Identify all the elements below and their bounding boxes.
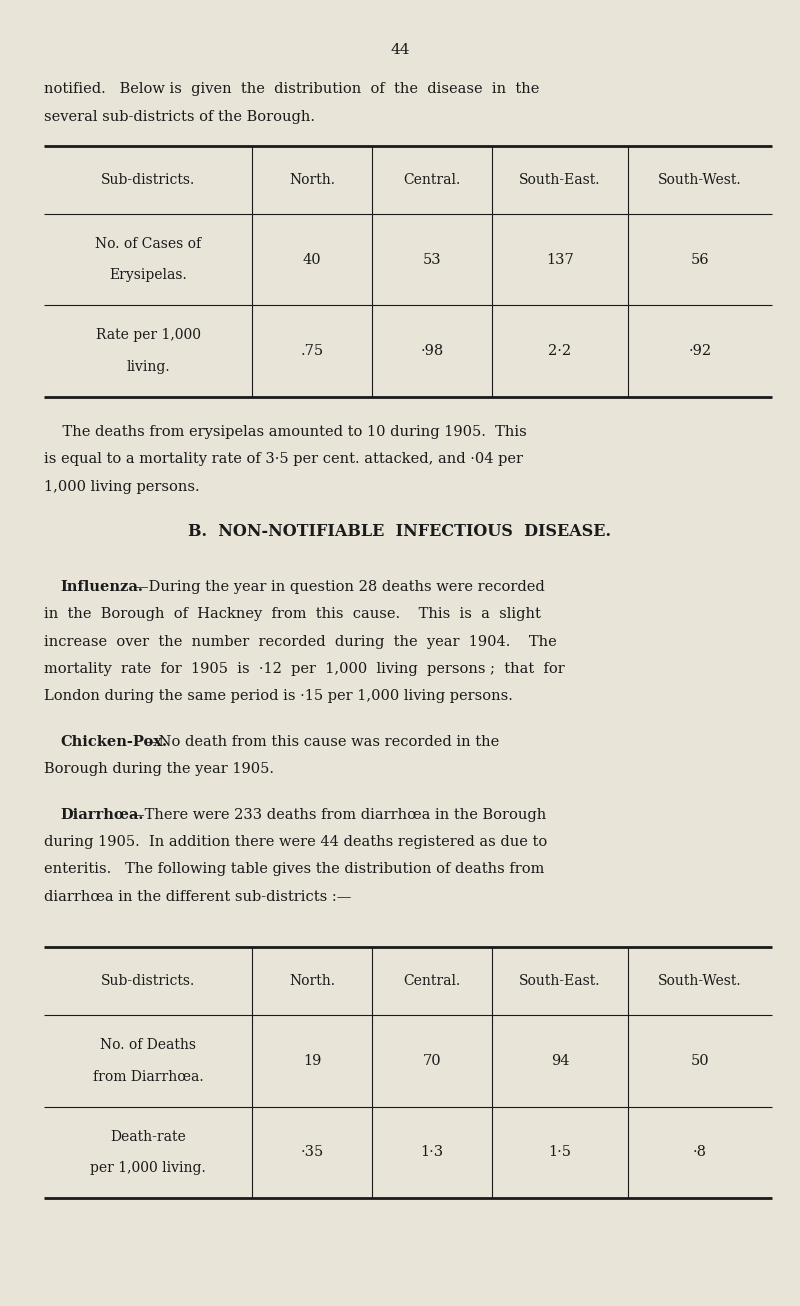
Text: 70: 70 <box>422 1054 442 1068</box>
Text: 137: 137 <box>546 252 574 266</box>
Text: ·8: ·8 <box>693 1145 707 1160</box>
Text: 2·2: 2·2 <box>549 343 571 358</box>
Text: North.: North. <box>289 974 335 989</box>
Text: South-East.: South-East. <box>519 172 601 187</box>
Text: Rate per 1,000: Rate per 1,000 <box>95 328 201 342</box>
Text: No. of Deaths: No. of Deaths <box>100 1038 196 1053</box>
Text: B.  NON-NOTIFIABLE  INFECTIOUS  DISEASE.: B. NON-NOTIFIABLE INFECTIOUS DISEASE. <box>189 524 611 541</box>
Text: Influenza.: Influenza. <box>60 580 143 594</box>
Text: from Diarrhœa.: from Diarrhœa. <box>93 1070 203 1084</box>
Text: Erysipelas.: Erysipelas. <box>109 268 187 282</box>
Text: 50: 50 <box>690 1054 710 1068</box>
Text: increase  over  the  number  recorded  during  the  year  1904.    The: increase over the number recorded during… <box>44 635 557 649</box>
Text: Death-rate: Death-rate <box>110 1130 186 1144</box>
Text: 1,000 living persons.: 1,000 living persons. <box>44 479 200 494</box>
Text: 53: 53 <box>422 252 442 266</box>
Text: ·92: ·92 <box>689 343 711 358</box>
Text: Chicken-Pox.: Chicken-Pox. <box>60 735 167 748</box>
Text: 44: 44 <box>390 43 410 57</box>
Text: Borough during the year 1905.: Borough during the year 1905. <box>44 763 274 776</box>
Text: South-West.: South-West. <box>658 172 742 187</box>
Text: ·35: ·35 <box>300 1145 324 1160</box>
Text: The deaths from erysipelas amounted to 10 during 1905.  This: The deaths from erysipelas amounted to 1… <box>44 426 526 439</box>
Text: North.: North. <box>289 172 335 187</box>
Text: South-West.: South-West. <box>658 974 742 989</box>
Text: enteritis.   The following table gives the distribution of deaths from: enteritis. The following table gives the… <box>44 862 544 876</box>
Text: Sub-districts.: Sub-districts. <box>101 974 195 989</box>
Text: South-East.: South-East. <box>519 974 601 989</box>
Text: living.: living. <box>126 359 170 374</box>
Text: 1·5: 1·5 <box>549 1145 571 1160</box>
Text: is equal to a mortality rate of 3·5 per cent. attacked, and ·04 per: is equal to a mortality rate of 3·5 per … <box>44 452 523 466</box>
Text: —There were 233 deaths from diarrhœa in the Borough: —There were 233 deaths from diarrhœa in … <box>130 807 546 821</box>
Text: diarrhœa in the different sub-districts :—: diarrhœa in the different sub-districts … <box>44 889 351 904</box>
Text: in  the  Borough  of  Hackney  from  this  cause.    This  is  a  slight: in the Borough of Hackney from this caus… <box>44 607 541 622</box>
Text: mortality  rate  for  1905  is  ·12  per  1,000  living  persons ;  that  for: mortality rate for 1905 is ·12 per 1,000… <box>44 662 565 677</box>
Text: No. of Cases of: No. of Cases of <box>95 236 201 251</box>
Text: 94: 94 <box>550 1054 570 1068</box>
Text: —No death from this cause was recorded in the: —No death from this cause was recorded i… <box>144 735 499 748</box>
Text: Central.: Central. <box>403 172 461 187</box>
Text: 56: 56 <box>690 252 710 266</box>
Text: ·98: ·98 <box>420 343 444 358</box>
Text: 1·3: 1·3 <box>421 1145 443 1160</box>
Text: .75: .75 <box>301 343 323 358</box>
Text: London during the same period is ·15 per 1,000 living persons.: London during the same period is ·15 per… <box>44 690 513 704</box>
Text: 40: 40 <box>302 252 322 266</box>
Text: notified.   Below is  given  the  distribution  of  the  disease  in  the: notified. Below is given the distributio… <box>44 82 539 97</box>
Text: Sub-districts.: Sub-districts. <box>101 172 195 187</box>
Text: several sub-districts of the Borough.: several sub-districts of the Borough. <box>44 110 315 124</box>
Text: during 1905.  In addition there were 44 deaths registered as due to: during 1905. In addition there were 44 d… <box>44 835 547 849</box>
Text: Central.: Central. <box>403 974 461 989</box>
Text: —During the year in question 28 deaths were recorded: —During the year in question 28 deaths w… <box>134 580 544 594</box>
Text: Diarrhœa.: Diarrhœa. <box>60 807 143 821</box>
Text: per 1,000 living.: per 1,000 living. <box>90 1161 206 1175</box>
Text: 19: 19 <box>303 1054 321 1068</box>
